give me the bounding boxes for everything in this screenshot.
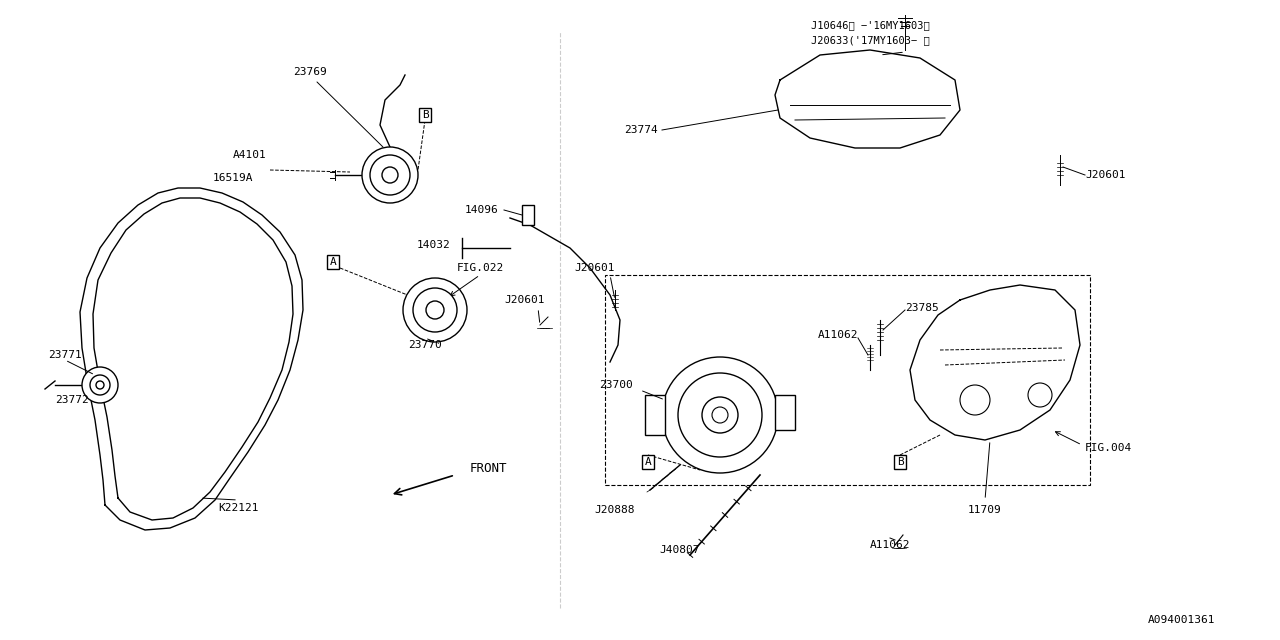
Text: 16519A: 16519A [212,173,253,183]
Text: J10646（ −'16MY1603）: J10646（ −'16MY1603） [810,20,929,30]
Circle shape [413,288,457,332]
Text: A11062: A11062 [818,330,858,340]
Text: J20601: J20601 [1085,170,1125,180]
Text: A4101: A4101 [233,150,266,160]
Text: 14032: 14032 [416,240,451,250]
Circle shape [1028,383,1052,407]
Text: A11062: A11062 [869,540,910,550]
Text: J20633('17MY1603− ）: J20633('17MY1603− ） [810,35,929,45]
Text: J20601: J20601 [575,263,616,273]
Text: 23770: 23770 [408,340,442,350]
Text: J20888: J20888 [595,505,635,515]
Circle shape [82,367,118,403]
Bar [774,395,795,430]
Circle shape [90,375,110,395]
Bar [645,395,666,435]
Circle shape [362,147,419,203]
Circle shape [426,301,444,319]
Text: 23771: 23771 [49,350,82,360]
Text: 23772: 23772 [55,395,88,405]
Text: A: A [645,457,652,467]
Circle shape [381,167,398,183]
Circle shape [701,397,739,433]
Circle shape [403,278,467,342]
Circle shape [370,155,410,195]
Circle shape [96,381,104,389]
Circle shape [960,385,989,415]
Text: FIG.022: FIG.022 [457,263,503,273]
Text: 14096: 14096 [465,205,498,215]
Text: 23700: 23700 [599,380,632,390]
Text: K22121: K22121 [218,503,259,513]
Text: B: B [896,457,904,467]
Text: J40807: J40807 [659,545,700,555]
Text: 23785: 23785 [905,303,938,313]
Text: FRONT: FRONT [470,461,507,474]
Text: B: B [421,110,429,120]
Text: 11709: 11709 [968,505,1002,515]
Text: FIG.004: FIG.004 [1085,443,1133,453]
Circle shape [662,357,778,473]
Bar [522,205,534,225]
Text: 23774: 23774 [625,125,658,135]
Text: A094001361: A094001361 [1147,615,1215,625]
Circle shape [712,407,728,423]
Circle shape [678,373,762,457]
Text: 23769: 23769 [293,67,326,77]
Text: J20601: J20601 [504,295,545,305]
Text: A: A [330,257,337,267]
